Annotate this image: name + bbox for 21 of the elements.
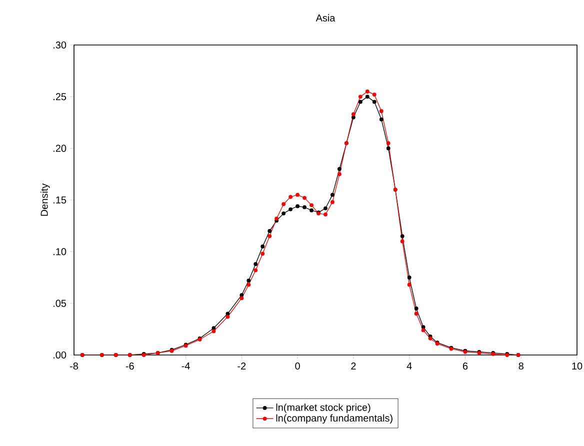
y-tick-label: .20: [54, 144, 66, 152]
x-tick-label: 10: [572, 362, 582, 370]
y-tick-label: .30: [54, 41, 66, 49]
x-tick-label: 0: [295, 362, 300, 370]
y-tick-label: .10: [54, 248, 66, 256]
x-tick-label: -4: [182, 362, 190, 370]
x-tick-label: -8: [70, 362, 78, 370]
x-tick-label: 4: [406, 362, 412, 370]
y-axis-title: Density: [40, 183, 50, 216]
y-tick-label: .00: [54, 351, 66, 359]
x-tick-label: -6: [126, 362, 134, 370]
x-tick-label: -2: [238, 362, 246, 370]
y-tick-label: .05: [54, 300, 66, 307]
x-tick-label: 2: [351, 362, 356, 370]
chart-title: Asia: [316, 14, 336, 22]
x-tick-label: 8: [518, 362, 524, 370]
legend-label: ln(market stock price): [276, 404, 370, 413]
y-tick-label: .15: [54, 196, 66, 204]
legend-label: ln(company fundamentals): [276, 414, 392, 424]
y-tick-label: .25: [54, 93, 66, 100]
x-tick-label: 6: [462, 362, 468, 370]
